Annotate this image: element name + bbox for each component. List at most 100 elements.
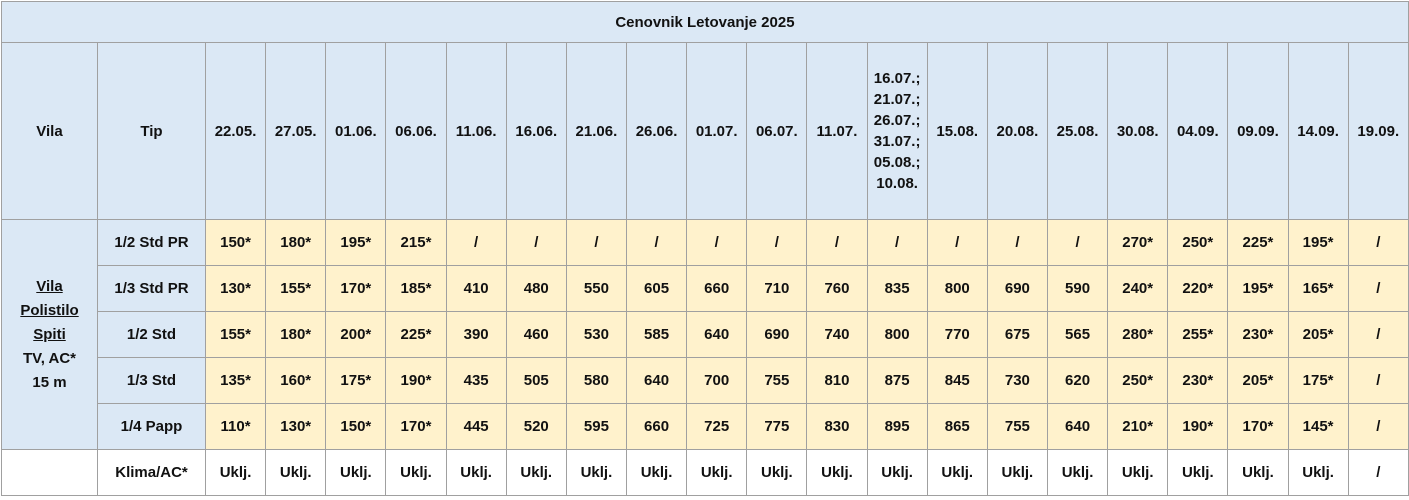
header-row: Vila Tip 22.05. 27.05. 01.06. 06.06. 11.06. 16.… [1, 42, 1409, 220]
price-cell: / [686, 219, 748, 266]
price-cell: 800 [866, 311, 928, 358]
date-header: 04.09. [1167, 42, 1229, 220]
price-cell: 170* [385, 403, 447, 450]
price-cell: 585 [625, 311, 688, 358]
data-row: 1/2 Std 155* 180* 200* 225* 390 460 530 585 640 69… [2, 311, 1409, 358]
price-cell: Uklj. [866, 449, 928, 496]
price-cell: 605 [625, 265, 688, 312]
price-cell: 175* [325, 357, 387, 404]
price-cell: 410 [445, 265, 507, 312]
price-cell: Uklj. [204, 449, 267, 496]
date-header: 21.06. [565, 42, 627, 220]
price-cell: 250* [1167, 219, 1229, 266]
date-header: 09.09. [1227, 42, 1289, 220]
price-cell: 845 [926, 357, 988, 404]
price-cell: 215* [385, 219, 447, 266]
price-cell: 725 [686, 403, 748, 450]
date-header: 26.06. [625, 42, 688, 220]
date-header: 14.09. [1287, 42, 1349, 220]
price-cell: 690 [986, 265, 1048, 312]
price-cell: Uklj. [385, 449, 447, 496]
date-header: 06.06. [385, 42, 447, 220]
price-cell: 155* [204, 311, 267, 358]
price-cell: 225* [1227, 219, 1289, 266]
price-cell: 390 [445, 311, 507, 358]
price-cell: Uklj. [686, 449, 748, 496]
price-cell: 640 [686, 311, 748, 358]
price-cell: / [866, 219, 928, 266]
price-cell: 190* [385, 357, 447, 404]
price-cell: 190* [1167, 403, 1229, 450]
vila-cell: Vila Polistilo Spiti TV, AC* 15 m [1, 219, 98, 450]
price-cell: 205* [1227, 357, 1289, 404]
price-cell: 220* [1167, 265, 1229, 312]
price-cell: 250* [1107, 357, 1169, 404]
price-cell: / [445, 219, 507, 266]
date-header: 11.07. [806, 42, 868, 220]
date-header: 22.05. [204, 42, 267, 220]
price-cell: 180* [265, 311, 327, 358]
price-cell: 505 [505, 357, 567, 404]
price-cell: 225* [385, 311, 447, 358]
vila-name-line: Polistilo [20, 301, 79, 319]
data-row: 1/4 Papp 110* 130* 150* 170* 445 520 595 660 725 7… [2, 403, 1409, 450]
price-cell: 550 [565, 265, 627, 312]
price-cell: 240* [1107, 265, 1169, 312]
price-cell: 160* [265, 357, 327, 404]
table-title: Cenovnik Letovanje 2025 [1, 1, 1409, 43]
price-cell: 165* [1287, 265, 1349, 312]
price-cell: Uklj. [265, 449, 327, 496]
price-cell: 580 [565, 357, 627, 404]
date-header: 19.09. [1347, 42, 1409, 220]
price-cell: / [1347, 265, 1409, 312]
date-header: 01.06. [325, 42, 387, 220]
date-header: 16.06. [505, 42, 567, 220]
price-cell: / [1347, 403, 1409, 450]
room-type: 1/4 Papp [97, 403, 206, 450]
date-header: 30.08. [1107, 42, 1169, 220]
price-cell: Uklj. [325, 449, 387, 496]
price-cell: / [1046, 219, 1109, 266]
price-cell: 150* [325, 403, 387, 450]
price-cell: 675 [986, 311, 1048, 358]
price-cell: 205* [1287, 311, 1349, 358]
price-cell: 530 [565, 311, 627, 358]
price-cell: 170* [1227, 403, 1289, 450]
price-cell: 875 [866, 357, 928, 404]
price-cell: Uklj. [565, 449, 627, 496]
price-cell: / [986, 219, 1048, 266]
price-cell: 775 [746, 403, 808, 450]
data-row: Vila Polistilo Spiti TV, AC* 15 m 1/2 Std PR 1… [1, 219, 1409, 450]
price-cell: 660 [686, 265, 748, 312]
price-cell: 210* [1107, 403, 1169, 450]
price-cell: Uklj. [625, 449, 688, 496]
price-cell: 865 [926, 403, 988, 450]
price-cell: 710 [746, 265, 808, 312]
price-cell: 110* [204, 403, 267, 450]
price-cell: Uklj. [445, 449, 507, 496]
price-cell: 460 [505, 311, 567, 358]
price-cell: 830 [806, 403, 868, 450]
price-cell: Uklj. [926, 449, 988, 496]
data-row: Klima/AC* Uklj. Uklj. Uklj. Uklj. Uklj. Uklj. U… [1, 449, 1409, 496]
price-cell: 150* [204, 219, 267, 266]
price-cell: Uklj. [1167, 449, 1229, 496]
price-cell: 155* [265, 265, 327, 312]
price-cell: 690 [746, 311, 808, 358]
price-cell: 800 [926, 265, 988, 312]
price-cell: 740 [806, 311, 868, 358]
price-cell: 185* [385, 265, 447, 312]
price-cell: 755 [986, 403, 1048, 450]
date-header: 25.08. [1046, 42, 1109, 220]
price-cell: 895 [866, 403, 928, 450]
price-cell: 770 [926, 311, 988, 358]
header-cell: Tip [97, 42, 206, 220]
price-cell: / [1347, 449, 1409, 496]
vila-link[interactable]: Vila Polistilo Spiti [20, 278, 78, 343]
price-cell: 230* [1227, 311, 1289, 358]
vila-detail: TV, AC* [22, 349, 77, 367]
price-cell: Uklj. [746, 449, 808, 496]
